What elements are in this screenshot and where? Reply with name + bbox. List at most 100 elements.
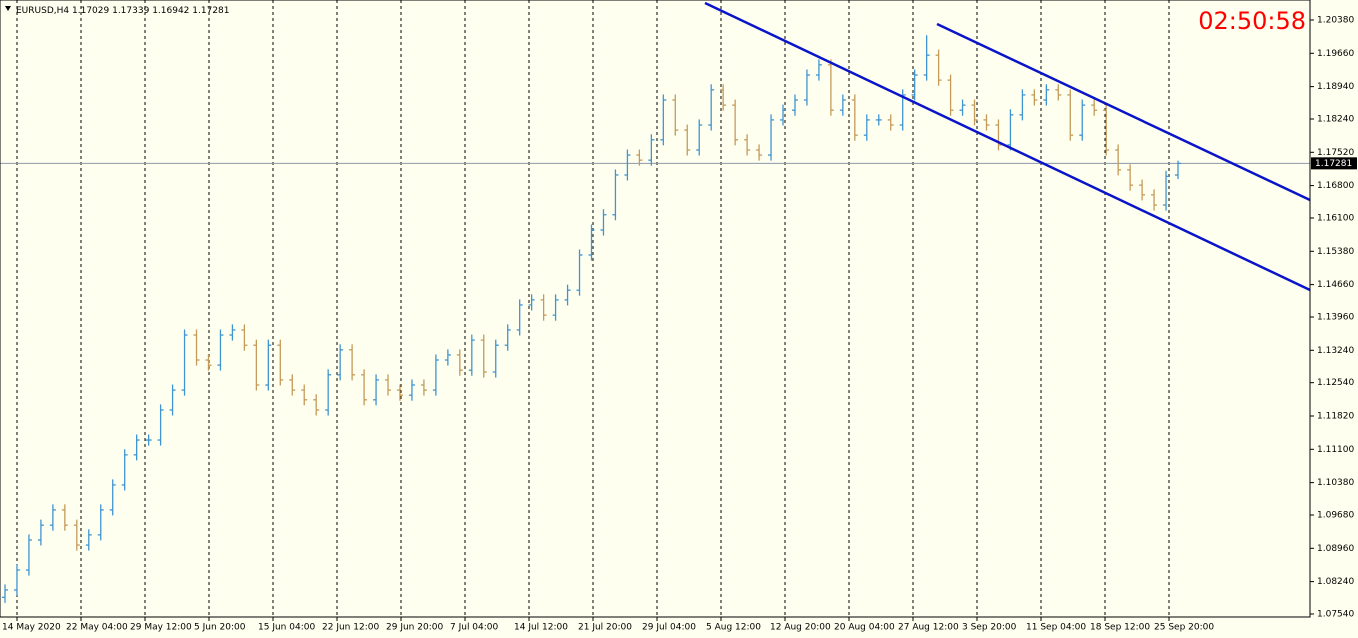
bars [2,35,1181,603]
ohlc-bar [157,404,164,446]
ohlc-bar [193,329,200,366]
ohlc-bar [349,344,356,381]
ohlc-bar [373,374,380,406]
x-tick-label: 15 Jun 04:00 [258,623,315,633]
ohlc-bar [109,479,116,516]
ohlc-bar [827,59,834,116]
header: EURUSD,H4 1.17029 1.17339 1.16942 1.1728… [16,6,230,16]
ohlc-bar [1175,160,1181,180]
ohlc-bar [229,324,236,341]
ohlc-bar [720,84,727,111]
axes: 1.20380 1.19660 1.18940 1.18240 1.17520 1.168… [2,15,1357,633]
ohlc-bar [947,74,954,116]
y-tick-label: 1.18240 [1317,114,1354,124]
x-tick-label: 14 Jul 12:00 [514,623,568,633]
plot-frame [0,0,1311,618]
dropdown-icon[interactable] [5,6,11,11]
channel-upper-line [936,22,1311,202]
channel-lower-line [704,1,1311,292]
y-tick-label: 1.07540 [1317,609,1354,619]
ohlc-bar [971,99,978,126]
ohlc-bar [480,334,487,378]
ohlc-bar [2,584,8,603]
ohlc-bar [564,284,571,306]
y-tick-label: 1.10380 [1317,478,1354,488]
x-tick-label: 27 Aug 12:00 [898,623,959,633]
ohlc-bar [145,434,152,446]
ohlc-bar [624,149,631,181]
ohlc-bar [289,374,296,396]
ohlc-bar [169,384,176,416]
ohlc-bar [744,134,751,156]
ohlc-bar [1115,144,1122,176]
ohlc-bar [361,369,368,406]
ohlc-bar [612,169,619,221]
ohlc-bar [133,434,140,461]
ohlc-bar [181,329,188,396]
ohlc-bar [408,379,415,401]
close-value: 1.17281 [192,6,229,16]
y-tick-label: 1.16100 [1317,213,1354,223]
low-value: 1.16942 [152,6,189,16]
y-tick-label: 1.11100 [1317,445,1354,455]
ohlc-bar [791,94,798,116]
ohlc-bar [1151,189,1158,211]
y-tick-label: 1.18940 [1317,82,1354,92]
ohlc-bar [684,124,691,156]
ohlc-bar [1043,84,1050,106]
ohlc-bar [97,504,104,541]
ohlc-bar [959,99,966,116]
x-tick-label: 29 Jun 20:00 [386,623,443,633]
open-value: 1.17029 [72,6,109,16]
ohlc-bar [49,504,56,531]
ohlc-bar [1079,99,1086,141]
ohlc-bar [983,114,990,131]
ohlc-bar [1163,170,1170,211]
y-tick-label: 1.13960 [1317,312,1354,322]
ohlc-bar [1127,164,1134,191]
ohlc-bar [456,349,463,376]
ohlc-bar [241,324,248,351]
y-tick-label: 1.14660 [1317,280,1354,290]
ohlc-bar [217,329,224,371]
x-tick-label: 22 Jun 12:00 [322,623,379,633]
current-price-box [1311,157,1357,170]
ohlc-bar [780,104,787,126]
ohlc-bar [396,384,403,401]
ohlc-bar [313,394,320,416]
x-tick-label: 3 Sep 20:00 [962,623,1017,633]
x-tick-label: 18 Sep 12:00 [1090,623,1150,633]
x-tick-label: 29 Jul 04:00 [642,623,696,633]
x-tick-label: 7 Jul 04:00 [450,623,499,633]
ohlc-bar [121,449,128,491]
x-tick-label: 20 Aug 04:00 [834,623,895,633]
y-tick-label: 1.08240 [1317,577,1354,587]
current-price-label: 1.17281 [1315,159,1352,169]
ohlc-bar [923,35,930,81]
y-tick-label: 1.12540 [1317,378,1354,388]
y-tick-label: 1.08960 [1317,544,1354,554]
ohlc-bar [432,354,439,396]
ohlc-bar [1067,89,1074,141]
x-tick-label: 12 Aug 20:00 [770,623,831,633]
ohlc-bar [37,519,44,546]
y-tick-label: 1.20380 [1317,15,1354,25]
ohlc-bar [516,299,523,336]
ohlc-bar [1103,104,1110,156]
ohlc-bar [863,114,870,141]
ohlc-bar [468,334,475,376]
high-value: 1.17339 [112,6,149,16]
ohlc-bar [1019,89,1026,121]
ohlc-bar [576,249,583,296]
ohlc-bar [648,134,655,166]
ohlc-bar [25,534,32,576]
x-tick-label: 11 Sep 04:00 [1026,623,1086,633]
ohlc-bar [600,209,607,236]
timer: 02:50:58 [1198,7,1306,35]
ohlc-bar [277,339,284,386]
ohlc-bar [205,354,212,371]
ohlc-bar [672,94,679,136]
x-tick-label: 14 May 2020 [2,623,61,633]
